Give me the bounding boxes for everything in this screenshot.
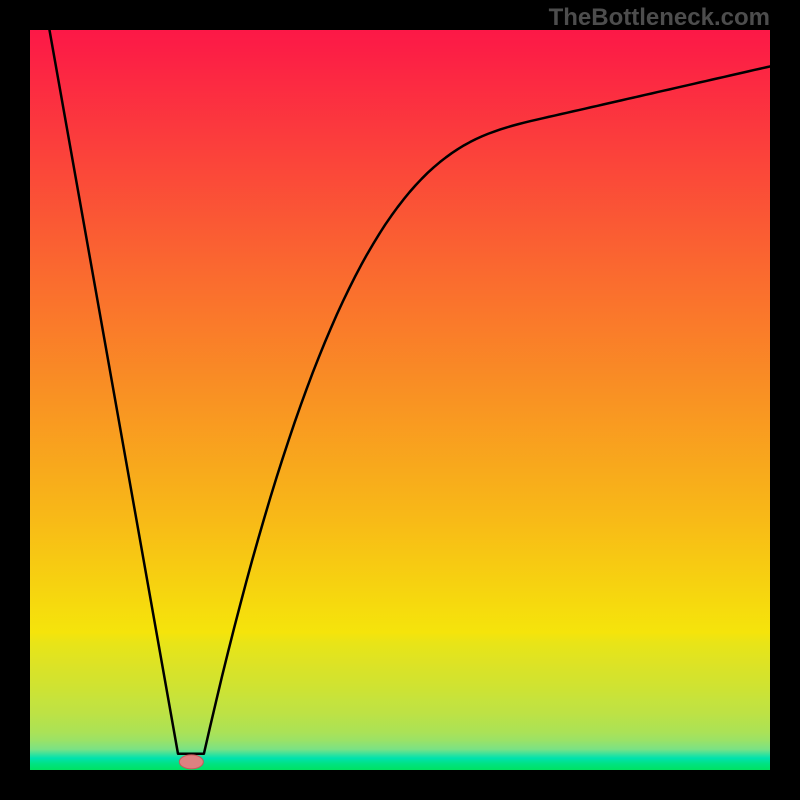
optimal-marker: [179, 755, 203, 769]
plot-area: [30, 30, 770, 770]
chart-background: [30, 30, 770, 770]
watermark-text: TheBottleneck.com: [549, 4, 770, 32]
bottleneck-chart: [30, 30, 770, 770]
